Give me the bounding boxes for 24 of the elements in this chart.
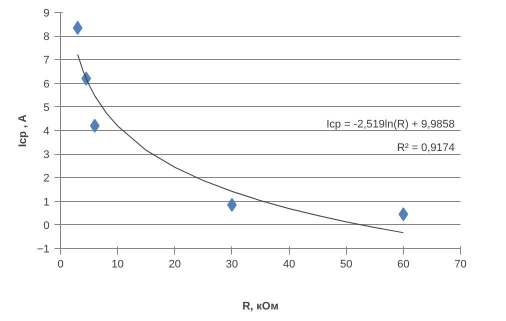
y-axis-title: Icp , A (16, 114, 29, 148)
x-tick-label: 0 (57, 258, 64, 270)
x-axis-title: R, кОм (242, 300, 279, 312)
x-tick-label: 50 (340, 258, 352, 270)
y-tick-label: 5 (43, 102, 50, 114)
x-tick-label: 70 (454, 258, 467, 270)
annotation: R² = 0,9174 (397, 142, 455, 154)
x-tick-label: 10 (112, 258, 124, 270)
y-tick-label: 1 (43, 196, 50, 208)
point (90, 118, 100, 133)
y-tick-label: 4 (43, 126, 50, 138)
y-tick-label: 6 (43, 78, 50, 90)
x-tick-label: 60 (397, 258, 410, 270)
x-tick-label: 40 (282, 258, 296, 270)
y-tick-label: 2 (43, 172, 50, 185)
y-tick-label: 7 (43, 54, 50, 67)
y-tick-label: 0 (43, 220, 50, 232)
y-tick-label: −1 (36, 244, 50, 256)
y-tick-label: 9 (43, 8, 50, 20)
annotation: Icp = -2,519ln(R) + 9,9858 (326, 118, 455, 131)
x-tick-label: 30 (226, 258, 238, 270)
y-tick-label: 3 (43, 149, 50, 162)
x-tick-label: 20 (168, 258, 181, 270)
y-tick-label: 8 (43, 31, 50, 44)
